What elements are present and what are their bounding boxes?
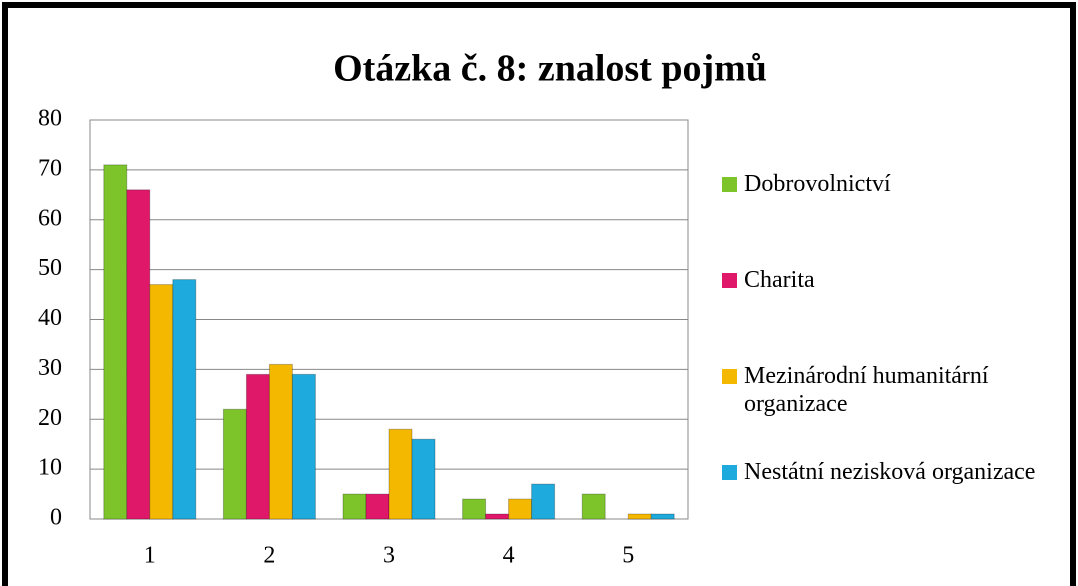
legend-swatch [722, 369, 737, 384]
y-tick-label: 30 [38, 355, 62, 381]
bar [172, 279, 197, 520]
legend: Dobrovolnictví Charita Mezinárodní humanit… [722, 170, 1062, 554]
legend-label: Charita [744, 267, 815, 293]
legend-label: Mezinárodní humanitární organizace [744, 363, 989, 417]
bar [149, 284, 174, 520]
y-tick-label: 50 [38, 255, 62, 281]
y-tick-label: 10 [38, 455, 62, 481]
legend-swatch [722, 177, 737, 192]
x-tick-label: 3 [383, 543, 395, 569]
y-tick-label: 70 [38, 155, 62, 181]
x-tick-label: 1 [144, 543, 156, 569]
x-tick-label: 5 [622, 543, 634, 569]
bar [245, 373, 270, 520]
y-tick-label: 0 [50, 505, 62, 531]
bar [268, 363, 293, 520]
x-tick-label: 2 [263, 543, 275, 569]
bar [411, 438, 436, 520]
bar [126, 189, 151, 520]
y-tick-label: 80 [38, 106, 62, 132]
bar [627, 513, 652, 520]
legend-label: Nestátní nezisková organizace [744, 459, 1036, 485]
bar [462, 498, 487, 520]
bar [222, 408, 247, 520]
bar [388, 428, 413, 520]
legend-swatch [722, 465, 737, 480]
bar [650, 513, 675, 520]
legend-swatch [722, 273, 737, 288]
bar [531, 483, 556, 520]
x-tick-label: 4 [503, 543, 515, 569]
legend-label: Dobrovolnictví [744, 171, 891, 197]
bar [365, 493, 390, 520]
chart-title: Otázka č. 8: znalost pojmů [333, 48, 767, 90]
legend-entry: Nestátní nezisková organizace [722, 458, 1062, 554]
y-tick-label: 60 [38, 205, 62, 231]
y-tick-label: 20 [38, 405, 62, 431]
bar [103, 164, 128, 520]
bar [485, 513, 510, 520]
bar [508, 498, 533, 520]
bar [581, 493, 606, 520]
legend-entry: Dobrovolnictví [722, 170, 1062, 266]
legend-entry: Charita [722, 266, 1062, 362]
bar [342, 493, 367, 520]
bar [291, 373, 316, 520]
legend-entry: Mezinárodní humanitární organizace [722, 362, 1062, 458]
y-tick-label: 40 [38, 305, 62, 331]
